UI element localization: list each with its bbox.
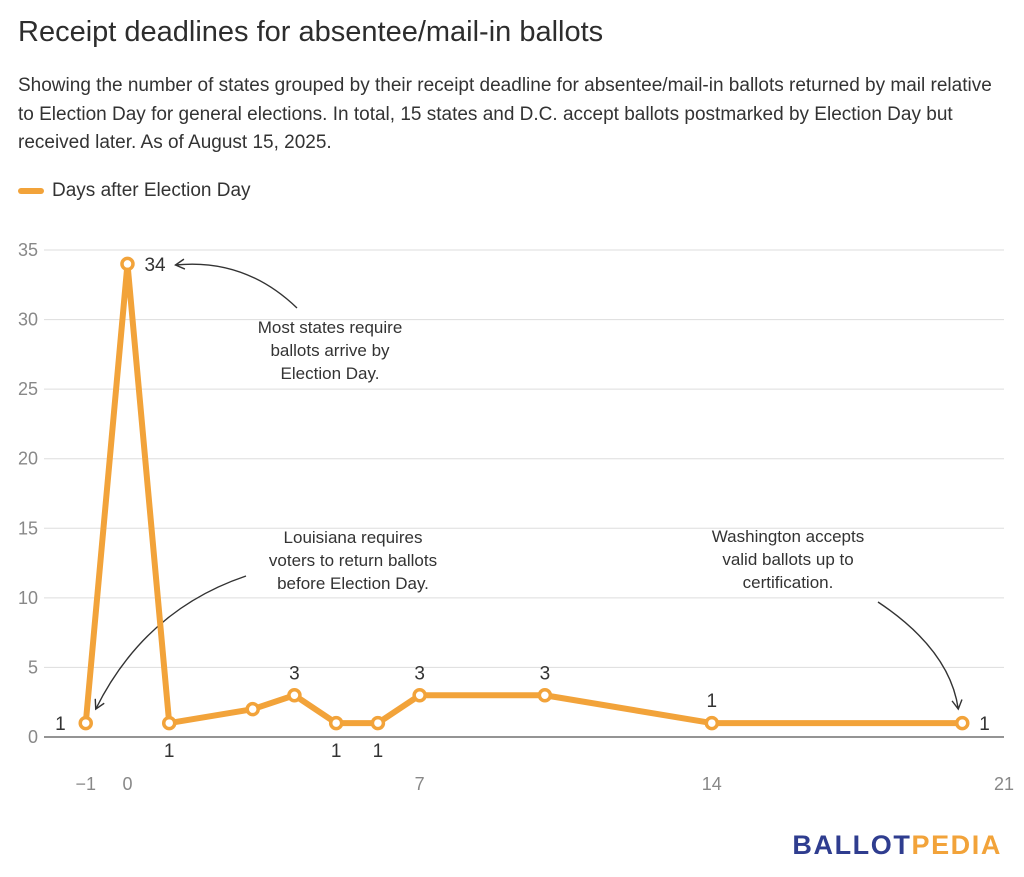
x-tick-label: 0: [122, 774, 132, 794]
data-point: [537, 688, 553, 703]
annotation-text: Most states require ballots arrive by Elec…: [258, 318, 403, 383]
data-point: [161, 715, 177, 731]
legend-swatch: [18, 188, 44, 194]
data-label: 1: [979, 714, 990, 735]
x-tick-label: 21: [994, 774, 1014, 794]
axes: 0 5 10 15 20 25 30 35 −1 0 7 14 21: [18, 240, 1014, 794]
y-tick-label: 0: [28, 727, 38, 747]
data-point: [287, 688, 302, 703]
data-point: [328, 715, 344, 731]
data-point: [704, 715, 720, 731]
data-point: [955, 715, 970, 731]
data-label: 1: [373, 741, 384, 762]
data-label: 1: [164, 741, 175, 762]
data-point: [245, 701, 260, 717]
legend: Days after Election Day: [18, 180, 251, 202]
y-tick-label: 30: [18, 310, 38, 330]
y-tick-label: 10: [18, 588, 38, 608]
x-tick-label: 14: [702, 774, 722, 794]
annotations: Most states require ballots arrive by Elec…: [94, 258, 963, 711]
data-label: 3: [414, 663, 425, 684]
logo-part-ballot: BALLOT: [792, 830, 912, 860]
data-label: 1: [55, 714, 66, 735]
chart-subtitle: Showing the number of states grouped by …: [18, 75, 992, 153]
data-point: [120, 256, 135, 272]
gridlines: [44, 249, 1004, 668]
x-tick-label: 7: [415, 774, 425, 794]
data-label: 34: [144, 255, 166, 276]
data-point: [412, 688, 427, 703]
legend-label: Days after Election Day: [52, 180, 251, 201]
data-point: [370, 715, 386, 731]
data-labels: 1 34 1 3 1 1 3 3 1 1: [55, 255, 990, 762]
data-label: 1: [331, 741, 342, 762]
y-tick-label: 20: [18, 449, 38, 469]
annotation-arrow: [877, 601, 963, 711]
data-label: 3: [540, 663, 551, 684]
annotation-text: Louisiana requires voters to return ballo…: [269, 528, 437, 593]
data-label: 1: [707, 691, 718, 712]
ballotpedia-logo: BALLOTPEDIA: [792, 830, 1002, 861]
y-tick-label: 5: [28, 657, 38, 677]
y-tick-label: 35: [18, 240, 38, 260]
series: [78, 256, 970, 731]
x-tick-label: −1: [75, 774, 96, 794]
data-point: [78, 715, 93, 731]
annotation-arrow: [94, 575, 247, 711]
series-line: [82, 260, 966, 727]
annotation-arrow: [174, 258, 298, 309]
data-label: 3: [289, 663, 300, 684]
y-tick-label: 25: [18, 379, 38, 399]
annotation-text: Washington accepts valid ballots up to cer…: [712, 527, 864, 592]
chart-title: Receipt deadlines for absentee/mail-in b…: [18, 16, 604, 48]
y-tick-label: 15: [18, 518, 38, 538]
logo-part-pedia: PEDIA: [911, 830, 1002, 860]
